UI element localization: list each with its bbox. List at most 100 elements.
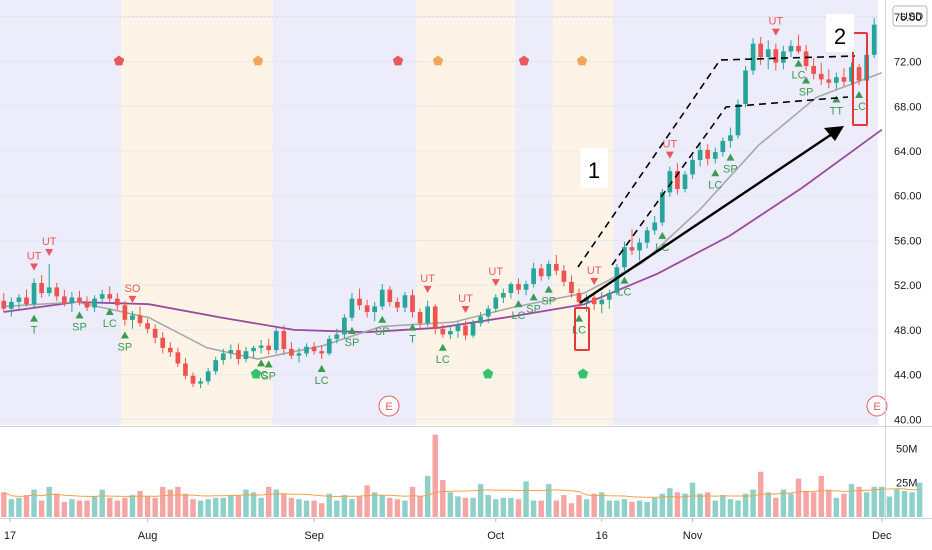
candle-body — [728, 135, 733, 141]
candle-body — [130, 315, 135, 320]
volume-tick-label: 50M — [896, 443, 917, 455]
candle-body — [796, 45, 801, 52]
candle-body — [364, 305, 370, 313]
volume-bar — [674, 492, 681, 517]
session-band — [272, 0, 417, 425]
signal-arrow — [832, 95, 841, 103]
candle-body — [773, 49, 779, 63]
price-tick-label: 64.00 — [894, 146, 922, 158]
candle-body — [54, 287, 60, 297]
candle-body — [198, 381, 203, 384]
volume-bar — [38, 500, 45, 517]
volume-bar — [780, 489, 787, 517]
signal-arrow — [491, 279, 500, 287]
candle-body — [213, 360, 219, 372]
signal-label: UT — [663, 139, 678, 151]
volume-bar — [795, 478, 802, 517]
time-tick-label: Nov — [683, 530, 703, 542]
volume-bar — [508, 497, 514, 517]
volume-bar — [879, 486, 885, 517]
volume-bar — [599, 492, 605, 517]
candle-body — [531, 268, 536, 285]
candle-body — [349, 298, 355, 318]
session-shading — [0, 0, 878, 425]
volume-bar — [84, 500, 90, 517]
candle-body — [561, 270, 567, 282]
candle-body — [644, 230, 650, 243]
volume-bar — [576, 495, 582, 517]
session-band — [613, 0, 878, 425]
signal-label: UT — [420, 273, 435, 285]
event-pentagon-icon — [482, 368, 494, 379]
signal-arrow — [658, 231, 667, 239]
candle-body — [546, 263, 552, 277]
volume-bar — [220, 497, 227, 517]
session-band — [416, 0, 515, 425]
currency-box — [892, 5, 928, 27]
signal-arrow — [711, 169, 720, 177]
signal-label: UT — [488, 266, 503, 278]
candle-body — [705, 149, 711, 159]
signal-label: SP — [799, 86, 814, 98]
volume-bar — [137, 490, 143, 517]
candle-body — [470, 323, 476, 336]
candle-body — [750, 43, 756, 71]
signal-arrow — [30, 314, 39, 322]
candle-body — [417, 312, 423, 324]
candles — [1, 17, 877, 389]
price-tick-label: 68.00 — [894, 101, 922, 113]
candle-body — [720, 140, 726, 153]
candle-body — [205, 371, 211, 382]
signal-label: LC — [315, 375, 329, 387]
candle-body — [84, 301, 90, 308]
candle-body — [637, 242, 642, 251]
callout-background — [826, 14, 854, 52]
signal-label: LC — [436, 354, 450, 366]
candle-body — [538, 268, 544, 277]
volume-bar — [402, 500, 408, 517]
volume-bar — [583, 499, 590, 517]
signal-arrow — [855, 91, 864, 98]
volume-bar — [356, 496, 363, 517]
candle-body — [523, 284, 529, 290]
candle-body — [667, 171, 673, 193]
currency-label: USD — [900, 11, 923, 23]
signal-label: SP — [375, 326, 390, 338]
candle-body — [622, 247, 627, 268]
candle-body — [735, 104, 741, 136]
price-tick-label: 72.00 — [894, 57, 922, 69]
volume-bar — [591, 493, 597, 517]
candle-body — [99, 294, 105, 299]
volume-bar — [538, 500, 544, 517]
ma-fast-line — [3, 71, 883, 360]
candle-body — [652, 222, 658, 231]
volume-bar — [810, 492, 817, 517]
volume-bar — [296, 499, 302, 517]
candle-body — [455, 325, 461, 332]
candle-body — [569, 281, 574, 294]
volume-bar — [561, 495, 567, 517]
candle-body — [236, 350, 241, 360]
channel-upper-line — [577, 55, 856, 268]
volume-bar — [311, 500, 317, 517]
signal-label: UT — [27, 250, 42, 262]
candle-body — [152, 328, 158, 338]
volume-bar — [182, 493, 189, 517]
earnings-marker-label: E — [873, 401, 880, 413]
volume-bar — [644, 501, 650, 517]
volume-bar — [364, 485, 370, 517]
candle-body — [781, 51, 786, 63]
candle-body — [553, 263, 559, 271]
candle-body — [508, 284, 514, 294]
volume-bar — [61, 501, 68, 517]
candle-body — [46, 287, 52, 294]
event-pentagon-icon — [113, 55, 125, 66]
signal-arrow — [514, 300, 523, 308]
time-tick-label: Oct — [487, 530, 504, 542]
signal-arrow — [438, 343, 447, 351]
candle-body — [788, 45, 794, 52]
breakout-highlight-box — [852, 32, 868, 126]
volume-bar — [175, 486, 181, 517]
